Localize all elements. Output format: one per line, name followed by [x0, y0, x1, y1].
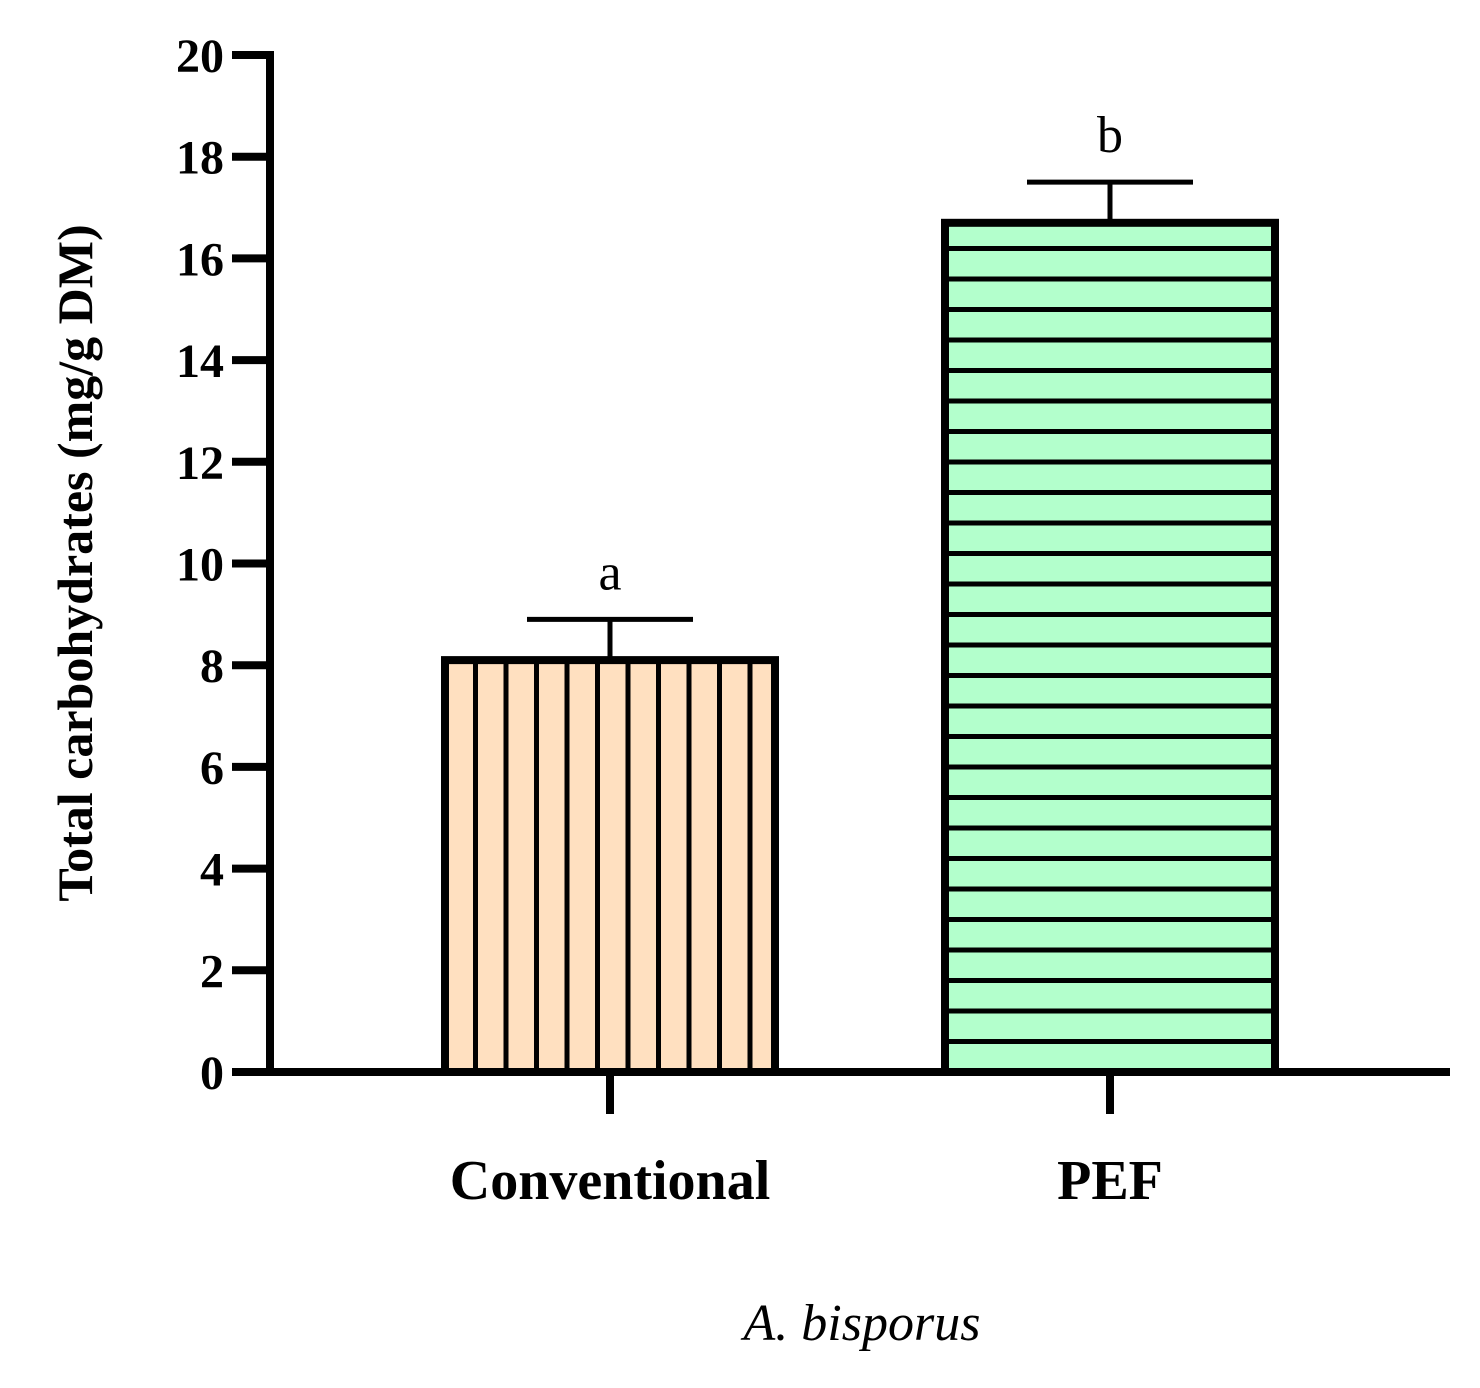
y-ticks: 0 2 4 6 8 10 12 14 16 18 20 [176, 30, 270, 1100]
y-axis-title: Total carbohydrates (mg/g DM) [47, 224, 103, 901]
y-tick-label: 0 [200, 1047, 224, 1100]
x-ticks: Conventional PEF [450, 1072, 1163, 1212]
y-tick-label: 12 [176, 437, 224, 490]
y-tick-label: 18 [176, 132, 224, 185]
bar [445, 660, 775, 1072]
y-tick-label: 8 [200, 640, 224, 693]
x-category-label: PEF [1057, 1150, 1163, 1212]
y-tick-label: 16 [176, 233, 224, 286]
y-tick-label: 2 [200, 945, 224, 998]
x-axis-title: A. bisporus [741, 1295, 981, 1352]
y-tick-label: 14 [176, 335, 224, 388]
bar-group: a [441, 544, 779, 1076]
y-tick-label: 4 [200, 844, 224, 897]
significance-letter: b [1097, 107, 1123, 164]
significance-letter: a [598, 544, 621, 601]
x-category-label: Conventional [450, 1150, 771, 1212]
bars-layer: ab [441, 107, 1279, 1076]
bar-group: b [941, 107, 1279, 1076]
y-tick-label: 6 [200, 742, 224, 795]
y-tick-label: 20 [176, 30, 224, 83]
y-tick-label: 10 [176, 539, 224, 592]
